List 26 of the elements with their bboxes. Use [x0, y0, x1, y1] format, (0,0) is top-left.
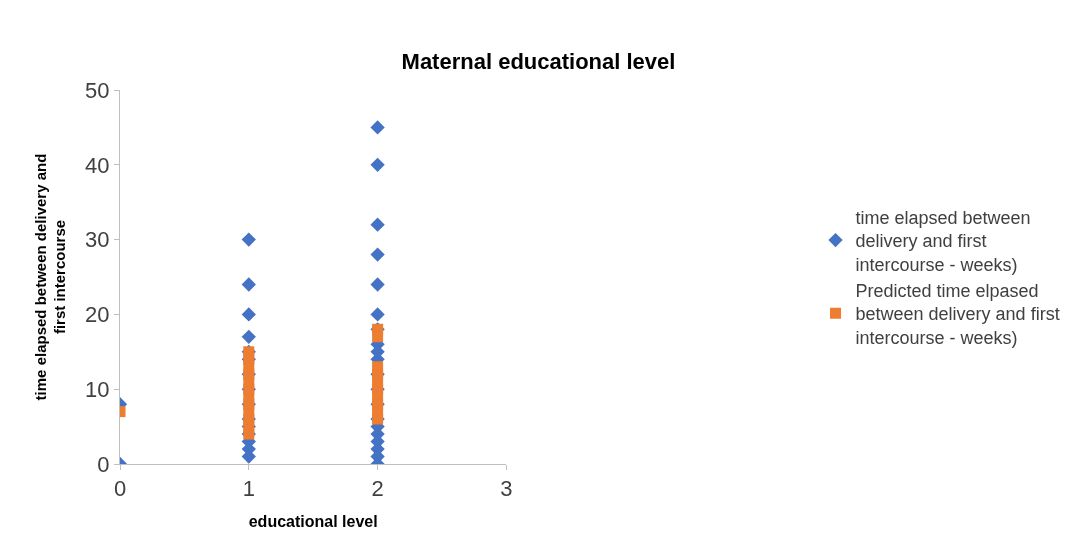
point — [241, 307, 256, 322]
point — [370, 217, 385, 232]
point — [241, 329, 256, 344]
legend-label: time elapsed between delivery and first intercourse - weeks) — [855, 207, 1031, 275]
point — [241, 232, 256, 247]
x-axis-title: educational level — [248, 513, 378, 531]
point — [370, 157, 385, 172]
legend-label: Predicted time elpased between delivery and first intercourse - weeks) — [855, 280, 1060, 348]
point — [370, 120, 385, 135]
point — [241, 277, 256, 292]
y-tick-label: 30 — [85, 227, 110, 253]
point — [370, 307, 385, 322]
x-tick-label: 0 — [113, 476, 127, 502]
y-axis-title: time elapsed between delivery and first intercourse — [31, 153, 69, 401]
x-tick-label: 2 — [371, 476, 384, 502]
point — [370, 277, 385, 292]
y-tick-label: 50 — [85, 77, 110, 103]
y-tick-label: 10 — [85, 376, 110, 402]
x-tick-label: 1 — [242, 476, 255, 502]
chart-title: Maternal educational level — [401, 49, 676, 75]
point — [372, 331, 384, 343]
point — [370, 247, 385, 262]
y-tick-label: 20 — [85, 302, 110, 328]
y-tick-label: 0 — [97, 451, 110, 477]
x-tick-label: 3 — [500, 476, 513, 502]
y-tick-label: 40 — [85, 152, 110, 178]
